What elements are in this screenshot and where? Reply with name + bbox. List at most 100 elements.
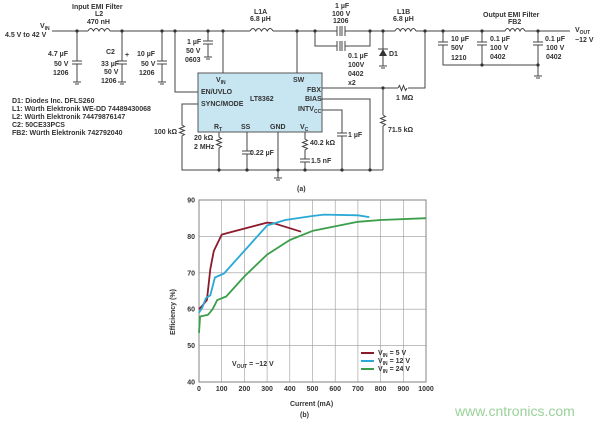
pin-gnd: GND	[270, 124, 286, 131]
cap-label: C2	[106, 49, 115, 56]
y-tick-label: 90	[187, 198, 195, 205]
cap-label: 1206	[101, 78, 117, 85]
input-capacitors	[72, 31, 213, 85]
vin-range: 4.5 V to 42 V	[5, 32, 47, 39]
pin-rt: RT	[214, 124, 222, 133]
cap-label: 10 µF	[451, 36, 470, 43]
x-axis-label: Current (mA)	[290, 401, 333, 408]
x-tick-label: 700	[352, 386, 364, 393]
pin-vc: VC	[300, 124, 309, 133]
efficiency-chart: 0 100 200 300 400 500 600 700 800 900 1000 40 50 60 70…	[170, 198, 434, 420]
rt-label: 20 kΩ	[194, 135, 214, 142]
y-tick-label: 60	[187, 307, 195, 314]
cap-label: 50 V	[186, 48, 201, 55]
polarity-mark: +	[125, 52, 129, 59]
grid	[198, 199, 427, 383]
feedback-resistors	[379, 84, 408, 130]
y-tick-label: 40	[187, 380, 195, 387]
pin-intvcc: INTVCC	[298, 106, 322, 115]
cap-label: 1206	[139, 70, 155, 77]
cap-label: 50V	[451, 45, 464, 52]
input-filter-title: Input EMI Filter	[72, 4, 123, 11]
r-fb-low-label: 71.5 kΩ	[388, 127, 413, 134]
pin-en-uvlo: EN/UVLO	[201, 89, 233, 96]
vin-label: VIN	[40, 23, 50, 32]
ferrite-fb2	[504, 28, 526, 33]
ic-supply-wires	[174, 31, 298, 93]
sync-resistor-bus	[178, 103, 383, 171]
c-c-label: 1.5 nF	[311, 158, 332, 165]
schematic: VIN 4.5 V to 42 V Input EMI Filter L2 47…	[5, 3, 594, 193]
l1b-value: 6.8 µH	[393, 16, 414, 23]
coupling-parallel-wire	[314, 31, 371, 47]
rt-resistor	[215, 132, 223, 170]
cap-label: 0.1 µF	[490, 36, 511, 43]
cap-label: 4.7 µF	[48, 51, 69, 58]
feedback-wires	[322, 31, 426, 170]
bom-line: FB2: Würth Elektronik 742792040	[12, 130, 123, 137]
junction-dots	[75, 29, 540, 172]
cap-label: 100 V	[490, 45, 509, 52]
r-sync-label: 100 kΩ	[154, 129, 178, 136]
cap-label: 100 V	[332, 11, 351, 18]
cap-label: 0.1 µF	[348, 53, 369, 60]
l1b-ref: L1B	[397, 9, 410, 16]
cap-label: 50 V	[141, 61, 156, 68]
x-tick-label: 600	[329, 386, 341, 393]
pin-fbx: FBX	[307, 87, 321, 94]
x-tick-label: 200	[239, 386, 251, 393]
vout-value: −12 V	[575, 37, 594, 44]
bom-line: C2: 50CE33PCS	[12, 122, 65, 129]
cap-label: 0402	[490, 54, 506, 61]
series-line-1	[198, 213, 370, 314]
bom-line: L2: Würth Elektronik 74479876147	[12, 114, 125, 121]
cap-label: 1206	[53, 70, 69, 77]
l2-ref: L2	[95, 11, 103, 18]
diode-label: D1	[389, 51, 398, 58]
series-line-2	[198, 217, 427, 333]
pin-vin: VIN	[216, 77, 226, 86]
series-lines	[198, 213, 427, 333]
x-tick-label: 100	[216, 386, 228, 393]
cap-label: 100 V	[546, 45, 565, 52]
x-tick-label: 900	[397, 386, 409, 393]
vout-annotation: VOUT = −12 V	[232, 361, 274, 370]
fb2-ref: FB2	[508, 19, 521, 26]
ic-lt8362	[197, 72, 323, 133]
l1a-value: 6.8 µH	[250, 16, 271, 23]
cap-label: 0603	[185, 57, 201, 64]
bom-line: D1: Diodes Inc. DFLS260	[12, 98, 95, 105]
x-tick-label: 300	[261, 386, 273, 393]
x-tick-label: 500	[307, 386, 319, 393]
bom-line: L1: Würth Elektronik WE-DD 74489430068	[12, 106, 151, 113]
cap-label: 1210	[451, 55, 467, 62]
cap-label: 50 V	[54, 61, 69, 68]
y-tick-label: 80	[187, 234, 195, 241]
output-filter-title: Output EMI Filter	[483, 12, 540, 19]
vout-label: VOUT	[575, 27, 590, 36]
cap-label: x2	[348, 80, 356, 87]
r-c-label: 40.2 kΩ	[310, 140, 335, 147]
cap-label: 1 µF	[335, 3, 350, 10]
vc-compensation	[300, 132, 310, 170]
c-intv-label: 1 µF	[348, 132, 363, 139]
pin-ss: SS	[241, 124, 251, 131]
x-tick-label: 0	[197, 386, 201, 393]
r-fbx-label: 1 MΩ	[396, 95, 414, 102]
cap-label: 50 V	[104, 69, 119, 76]
x-tick-label: 400	[284, 386, 296, 393]
cap-label: 10 µF	[137, 51, 156, 58]
pin-sync-mode: SYNC/MODE	[201, 101, 244, 108]
inductor-l1a	[249, 28, 274, 33]
ss-capacitor	[242, 132, 252, 170]
cap-label: 33 µF	[101, 61, 120, 68]
pin-bias: BIAS	[305, 96, 322, 103]
rt-freq-label: 2 MHz	[194, 144, 215, 151]
legend-5v: VIN = 5 V	[378, 350, 406, 359]
caption-b: (b)	[300, 412, 309, 419]
y-axis-label: Efficiency (%)	[170, 289, 177, 335]
cap-label: 100V	[348, 62, 365, 69]
pin-sw: SW	[293, 77, 305, 84]
diode-d1	[378, 31, 388, 69]
